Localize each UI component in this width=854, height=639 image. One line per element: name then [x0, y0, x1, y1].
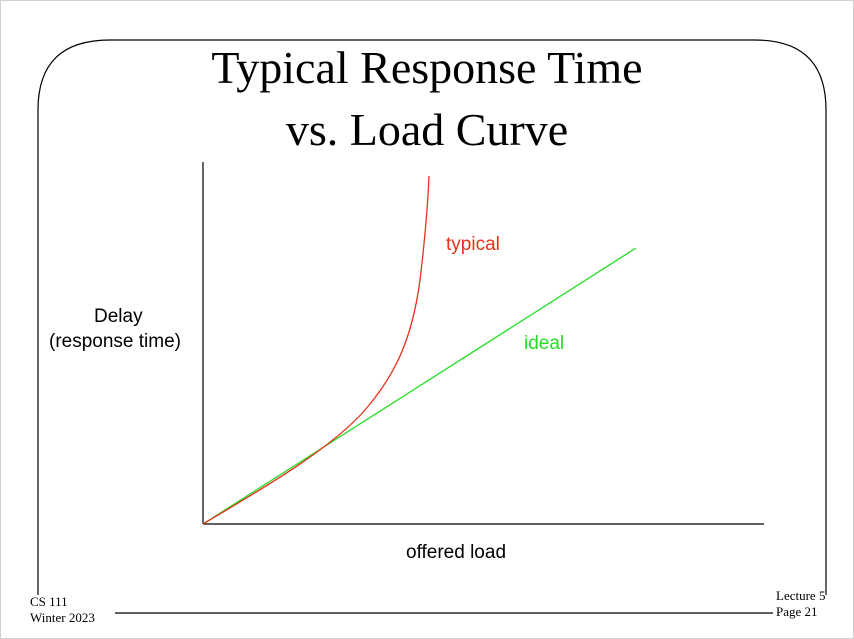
footer-course: CS 111 [30, 594, 68, 609]
ideal-curve-label: ideal [524, 333, 565, 354]
footer-term: Winter 2023 [30, 610, 95, 625]
y-axis-label-line-2: (response time) [49, 331, 181, 352]
y-axis-label-line-1: Delay [94, 306, 143, 327]
typical-curve [202, 175, 430, 525]
footer-page: Page 21 [776, 604, 818, 619]
slide-title-line-2: vs. Load Curve [285, 104, 569, 155]
footer-lecture: Lecture 5 [776, 588, 826, 603]
x-axis-label: offered load [406, 542, 507, 563]
ideal-curve [202, 247, 637, 525]
rounded-frame [37, 39, 827, 595]
slide-title-line-1: Typical Response Time [211, 42, 643, 93]
typical-curve-label: typical [446, 234, 500, 255]
